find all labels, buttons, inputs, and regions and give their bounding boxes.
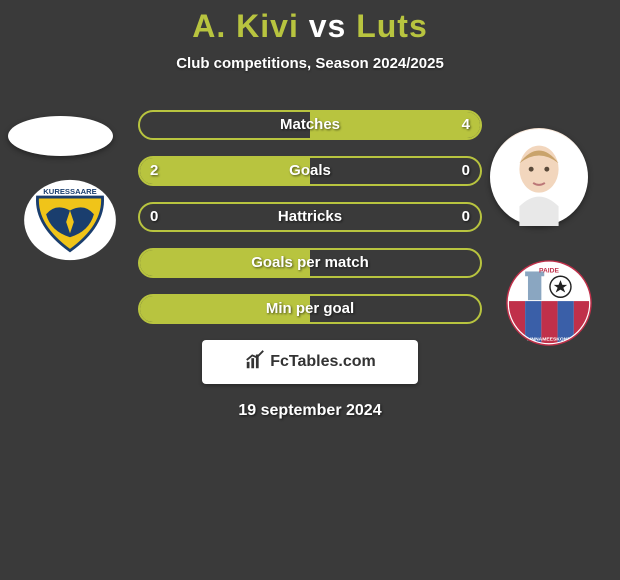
stat-label: Matches: [140, 112, 480, 138]
date-line: 19 september 2024: [0, 402, 620, 420]
stat-row: Matches4: [138, 110, 482, 140]
comparison-title: A. Kivi vs Luts: [0, 0, 620, 45]
player2-name: Luts: [356, 8, 428, 44]
stat-label: Min per goal: [140, 296, 480, 322]
vs-label: vs: [309, 8, 347, 44]
watermark-text: FcTables.com: [270, 353, 376, 371]
chart-icon: [244, 349, 266, 376]
stat-label: Goals: [140, 158, 480, 184]
stat-label: Goals per match: [140, 250, 480, 276]
stat-value-right: 4: [462, 112, 470, 138]
subtitle: Club competitions, Season 2024/2025: [0, 55, 620, 72]
player1-name: A. Kivi: [192, 8, 299, 44]
stat-row: Goals2 0: [138, 156, 482, 186]
stat-row: Hattricks0 0: [138, 202, 482, 232]
stat-row: Min per goal: [138, 294, 482, 324]
stat-label: Hattricks: [140, 204, 480, 230]
stat-value-right: 0: [462, 204, 470, 230]
fctables-watermark: FcTables.com: [202, 340, 418, 384]
stat-value-left: 2: [150, 158, 158, 184]
stat-value-left: 0: [150, 204, 158, 230]
stat-value-right: 0: [462, 158, 470, 184]
stats-container: Matches4Goals20Hattricks00Goals per matc…: [0, 110, 620, 324]
stat-row: Goals per match: [138, 248, 482, 278]
